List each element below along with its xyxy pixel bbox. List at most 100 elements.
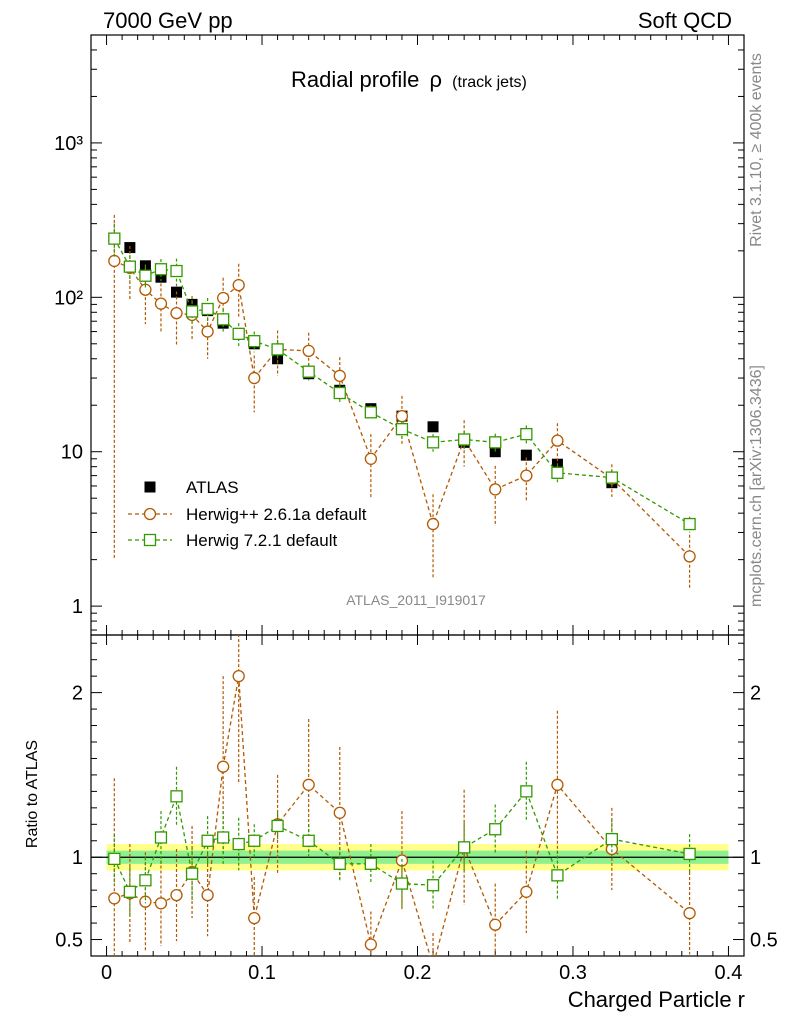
herwig7-ratio-point [605,832,618,846]
legend: ATLAS Herwig++ 2.6.1a default Herwig 7.2.1… [128,478,367,550]
herwig7-ratio-point [302,834,315,847]
herwig7-ratio-point [232,837,245,851]
herwigpp-ratio-point [217,760,230,773]
herwig7-ratio-point [364,857,378,870]
herwigpp-point [217,291,230,305]
herwigpp-ratio-point [248,911,261,925]
herwigpp-point [302,344,315,358]
herwig7-point [123,260,137,273]
herwig7-ratio-point [201,834,214,847]
x-tick-label: 0.1 [248,962,276,984]
y-tick-label-ratio: 1 [72,847,83,869]
herwig7-point [551,466,564,479]
atlas-point [155,271,167,283]
herwig7-ratio-point [123,885,137,898]
herwigpp-ratio-point [232,670,245,683]
y-tick-label-main: 10² [54,287,83,309]
legend-label: Herwig++ 2.6.1a default [186,505,367,524]
herwig7-ratio-point [170,790,183,803]
herwig7-point [185,305,199,318]
herwig7-point [395,423,409,436]
header-right: Soft QCD [638,8,732,33]
x-tick-label: 0.2 [404,962,432,984]
herwig7-line [113,238,690,525]
rivet-label: Rivet 3.1.10, ≥ 400k events [748,53,765,247]
herwigpp-ratio-point [551,778,564,791]
herwig7-point [201,302,214,316]
herwig7-ratio-point [108,852,121,866]
herwig7-ratio-point [333,857,346,870]
x-tick-label: 0.3 [559,962,587,984]
herwig7-point [457,433,471,446]
herwigpp-ratio-point [333,806,346,819]
y-tick-label-ratio: 2 [72,683,83,705]
legend-marker [144,481,156,493]
y-tick-label-main: 1 [72,596,83,618]
herwig7-point [170,264,183,278]
analysis-id: ATLAS_2011_I919017 [346,592,486,608]
herwig7-point [520,427,533,441]
herwigpp-point [333,369,346,383]
herwig7-ratio-point [520,785,533,798]
axis-ticks: 0 0.1 0.2 0.3 0.4 1 10 10² 10³ 0.5 0.5 1 1 2 2 [54,34,778,984]
x-tick-label: 0.4 [715,962,743,984]
herwigpp-ratio-point [489,918,502,931]
mcplots-label: mcplots.cern.ch [arXiv:1306.3436] [748,365,765,607]
herwig7-ratio-point [248,834,261,847]
ratio-plot-marks [108,635,696,956]
herwig7-ratio-point [457,841,471,854]
herwig7-point [271,343,284,356]
herwigpp-line [114,260,691,557]
herwig7-point [426,436,440,449]
legend-marker [143,507,157,521]
herwig7-point [108,232,121,245]
herwigpp-ratio-point [154,897,168,910]
atlas-point [272,353,284,365]
herwig7-point [248,335,261,348]
herwigpp-point [683,550,696,563]
main-plot-marks [108,214,696,589]
chart-title: Radial profile ρ (track jets) [291,67,527,92]
herwigpp-point [154,297,168,310]
herwigpp-point [395,409,409,423]
herwig7-point [232,327,245,340]
herwigpp-ratio-point [201,888,214,902]
herwigpp-ratio-point [108,892,121,905]
herwig7-point [217,313,230,326]
herwigpp-ratio-point [170,888,183,902]
herwig7-ratio-point [217,831,230,844]
herwig7-point [683,517,696,531]
data-marks [108,214,696,956]
herwig7-point [333,386,346,400]
y-tick-label-main: 10 [61,442,83,464]
herwigpp-point [108,254,121,268]
atlas-point [489,446,501,458]
herwig7-point [302,365,315,378]
herwigpp-ratio-point [364,938,378,951]
atlas-point [186,298,198,310]
ratio-axis-label: Ratio to ATLAS [24,740,41,848]
herwig7-ratio-point [154,831,168,844]
herwig7-ratio-point [395,877,409,890]
y-tick-label-ratio: 0.5 [55,930,83,952]
x-tick-label: 0 [101,962,112,984]
atlas-point [427,421,439,433]
herwig7-ratio-point [139,874,152,887]
herwigpp-point [426,517,440,531]
ratio-plot-frame [90,634,745,957]
herwig7-ratio-point [551,869,564,882]
herwig7-ratio-point [489,823,502,836]
herwig7-point [154,263,168,276]
herwigpp-ratio-line [114,676,690,956]
ratio-uncertainty-bands [91,844,744,871]
herwigpp-ratio-point [683,907,696,920]
herwig7-ratio-point [271,819,284,833]
y-tick-label-ratio-right: 1 [750,847,761,869]
y-tick-label-ratio-right: 2 [750,683,761,705]
herwig7-ratio-line [113,790,690,893]
y-tick-label-main: 10³ [54,133,83,155]
herwigpp-ratio-point [139,895,152,908]
legend-marker [143,533,157,547]
herwigpp-point [139,283,152,296]
